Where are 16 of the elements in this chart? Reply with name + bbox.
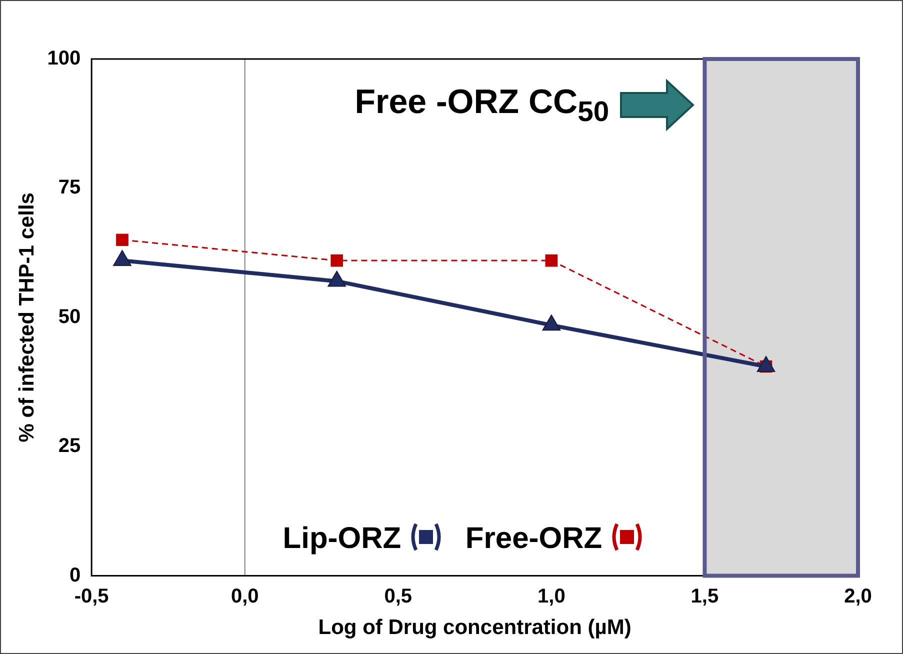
x-tick-label: 2,0	[844, 585, 872, 608]
y-tick-label: 50	[58, 306, 81, 328]
x-tick-label: 0,0	[230, 585, 259, 608]
y-axis-title: % of infected THP-1 cells	[15, 192, 38, 442]
y-tick-label: 75	[58, 176, 81, 199]
x-tick-label: 1,5	[690, 585, 719, 608]
y-tick-label: 25	[58, 435, 81, 458]
x-tick-label: -0,5	[74, 585, 109, 608]
y-tick-label: 100	[47, 48, 81, 70]
x-tick-label: 0,5	[384, 585, 412, 608]
y-tick-label: 0	[69, 564, 81, 586]
x-axis-title: Log of Drug concentration (µM)	[318, 616, 632, 640]
band-label: Free -ORZ CC$_{50}$	[354, 83, 610, 129]
legend-label: Lip-ORZ	[282, 522, 402, 555]
x-tick-label: 1,0	[538, 585, 566, 608]
legend-label: Free-ORZ	[465, 522, 604, 555]
